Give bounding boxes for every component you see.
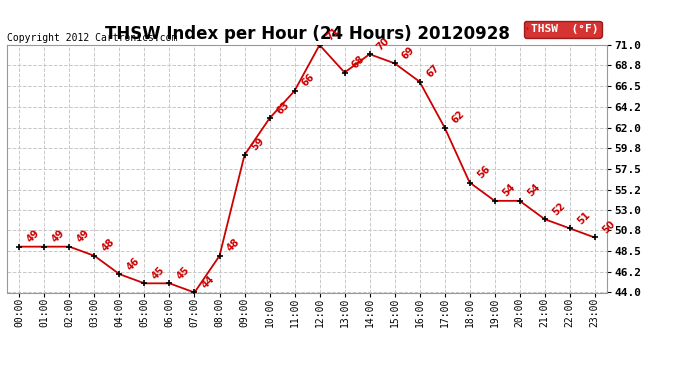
Text: 69: 69 <box>400 45 417 61</box>
Text: 52: 52 <box>550 200 567 217</box>
Text: 51: 51 <box>575 210 592 226</box>
Text: 48: 48 <box>225 237 241 254</box>
Text: 48: 48 <box>100 237 117 254</box>
Text: 70: 70 <box>375 35 392 52</box>
Text: 56: 56 <box>475 164 492 180</box>
Text: 62: 62 <box>450 109 467 125</box>
Text: 54: 54 <box>500 182 517 199</box>
Text: 45: 45 <box>175 264 192 281</box>
Text: 63: 63 <box>275 99 292 116</box>
Text: 66: 66 <box>300 72 317 88</box>
Text: 49: 49 <box>50 228 67 244</box>
Text: 68: 68 <box>350 54 367 70</box>
Legend: THSW  (°F): THSW (°F) <box>524 21 602 38</box>
Text: 46: 46 <box>125 255 141 272</box>
Text: 50: 50 <box>600 219 617 236</box>
Text: 45: 45 <box>150 264 167 281</box>
Text: Copyright 2012 Cartronics.com: Copyright 2012 Cartronics.com <box>7 33 177 42</box>
Text: 49: 49 <box>75 228 92 244</box>
Text: 71: 71 <box>325 26 342 43</box>
Title: THSW Index per Hour (24 Hours) 20120928: THSW Index per Hour (24 Hours) 20120928 <box>105 26 509 44</box>
Text: 54: 54 <box>525 182 542 199</box>
Text: 49: 49 <box>25 228 41 244</box>
Text: 44: 44 <box>200 274 217 290</box>
Text: 67: 67 <box>425 63 442 80</box>
Text: 59: 59 <box>250 136 267 153</box>
